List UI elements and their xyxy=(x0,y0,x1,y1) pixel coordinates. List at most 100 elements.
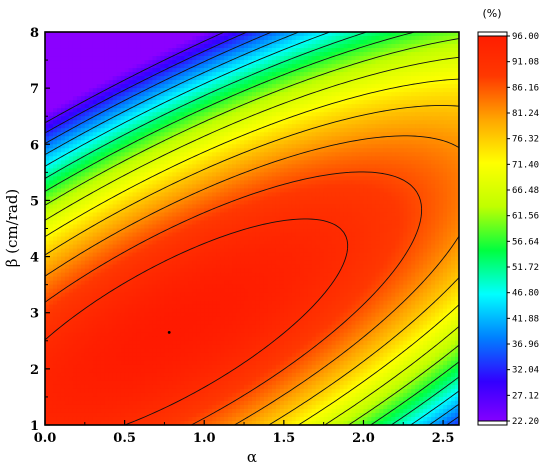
heatmap-cell xyxy=(152,36,158,41)
heatmap-cell xyxy=(148,176,154,181)
heatmap-cell xyxy=(52,204,58,210)
heatmap-cell xyxy=(92,140,98,145)
heatmap-cell xyxy=(319,212,325,218)
heatmap-cell xyxy=(220,188,225,194)
heatmap-cell xyxy=(347,212,353,218)
heatmap-cell xyxy=(164,60,169,65)
heatmap-cell xyxy=(351,80,357,85)
heatmap-cell xyxy=(255,32,261,37)
heatmap-cell xyxy=(240,176,245,181)
heatmap-cell xyxy=(120,152,126,157)
heatmap-cell xyxy=(335,148,341,153)
heatmap-cell xyxy=(248,40,253,45)
heatmap-cell xyxy=(60,188,66,194)
heatmap-cell xyxy=(427,208,432,214)
heatmap-cell xyxy=(236,32,241,37)
heatmap-cell xyxy=(48,100,54,105)
heatmap-cell xyxy=(395,196,400,202)
heatmap-cell xyxy=(303,212,309,218)
heatmap-cell xyxy=(240,116,245,121)
heatmap-cell xyxy=(311,124,317,129)
heatmap-cell xyxy=(56,204,62,210)
heatmap-cell xyxy=(399,92,404,97)
heatmap-cell xyxy=(347,84,353,89)
heatmap-cell xyxy=(447,80,452,85)
heatmap-cell xyxy=(248,200,253,206)
heatmap-cell xyxy=(279,156,285,161)
heatmap-cell xyxy=(204,160,209,165)
heatmap-cell xyxy=(136,188,142,194)
heatmap-cell xyxy=(244,204,249,210)
heatmap-cell xyxy=(56,88,62,93)
heatmap-cell xyxy=(259,88,265,93)
heatmap-cell xyxy=(164,160,169,165)
heatmap-cell xyxy=(192,188,197,194)
heatmap-cell xyxy=(367,60,373,65)
heatmap-cell xyxy=(196,32,201,37)
heatmap-cell xyxy=(232,148,237,153)
heatmap-cell xyxy=(335,160,341,165)
heatmap-cell xyxy=(92,156,98,161)
heatmap-cell xyxy=(160,176,166,181)
heatmap-cell xyxy=(176,164,181,169)
heatmap-cell xyxy=(48,188,54,194)
heatmap-cell xyxy=(395,172,400,177)
heatmap-cell xyxy=(152,192,158,198)
heatmap-cell xyxy=(271,44,277,49)
heatmap-cell xyxy=(435,152,440,157)
heatmap-cell xyxy=(303,92,309,97)
heatmap-cell xyxy=(299,156,305,161)
heatmap-cell xyxy=(176,132,181,137)
heatmap-cell xyxy=(112,68,118,73)
heatmap-cell xyxy=(88,104,94,109)
heatmap-cell xyxy=(160,184,166,189)
heatmap-cell xyxy=(423,216,428,222)
heatmap-cell xyxy=(323,56,329,61)
heatmap-cell xyxy=(72,188,78,194)
heatmap-cell xyxy=(176,188,181,194)
heatmap-cell xyxy=(343,216,349,222)
heatmap-cell xyxy=(124,192,130,198)
heatmap-cell xyxy=(216,52,221,57)
heatmap-cell xyxy=(45,188,50,194)
heatmap-cell xyxy=(287,140,293,145)
heatmap-cell xyxy=(164,176,169,181)
heatmap-cell xyxy=(367,64,373,69)
heatmap-cell xyxy=(271,124,277,129)
heatmap-cell xyxy=(208,132,213,137)
heatmap-cell xyxy=(248,204,253,210)
heatmap-cell xyxy=(379,184,384,189)
heatmap-cell xyxy=(144,188,150,194)
heatmap-cell xyxy=(279,172,285,177)
heatmap-cell xyxy=(451,108,456,113)
heatmap-cell xyxy=(447,176,452,181)
heatmap-cell xyxy=(291,156,297,161)
heatmap-cell xyxy=(375,52,380,57)
heatmap-cell xyxy=(383,160,388,165)
heatmap-cell xyxy=(128,68,134,73)
heatmap-cell xyxy=(379,92,384,97)
heatmap-cell xyxy=(343,220,349,226)
heatmap-cell xyxy=(140,88,146,93)
heatmap-cell xyxy=(283,32,289,37)
heatmap-cell xyxy=(311,192,317,198)
heatmap-cell xyxy=(124,132,130,137)
heatmap-cell xyxy=(371,192,376,198)
heatmap-cell xyxy=(104,128,110,133)
heatmap-cell xyxy=(100,36,106,41)
heatmap-cell xyxy=(100,80,106,85)
heatmap-cell xyxy=(367,192,373,198)
heatmap-cell xyxy=(204,84,209,89)
heatmap-cell xyxy=(375,108,380,113)
heatmap-cell xyxy=(192,32,197,37)
heatmap-cell xyxy=(188,60,193,65)
heatmap-cell xyxy=(120,184,126,189)
heatmap-cell xyxy=(279,76,285,81)
heatmap-cell xyxy=(443,140,448,145)
heatmap-cell xyxy=(72,44,78,49)
heatmap-cell xyxy=(363,36,369,41)
heatmap-cell xyxy=(315,120,321,125)
heatmap-cell xyxy=(248,64,253,69)
heatmap-cell xyxy=(128,124,134,129)
heatmap-cell xyxy=(339,36,345,41)
